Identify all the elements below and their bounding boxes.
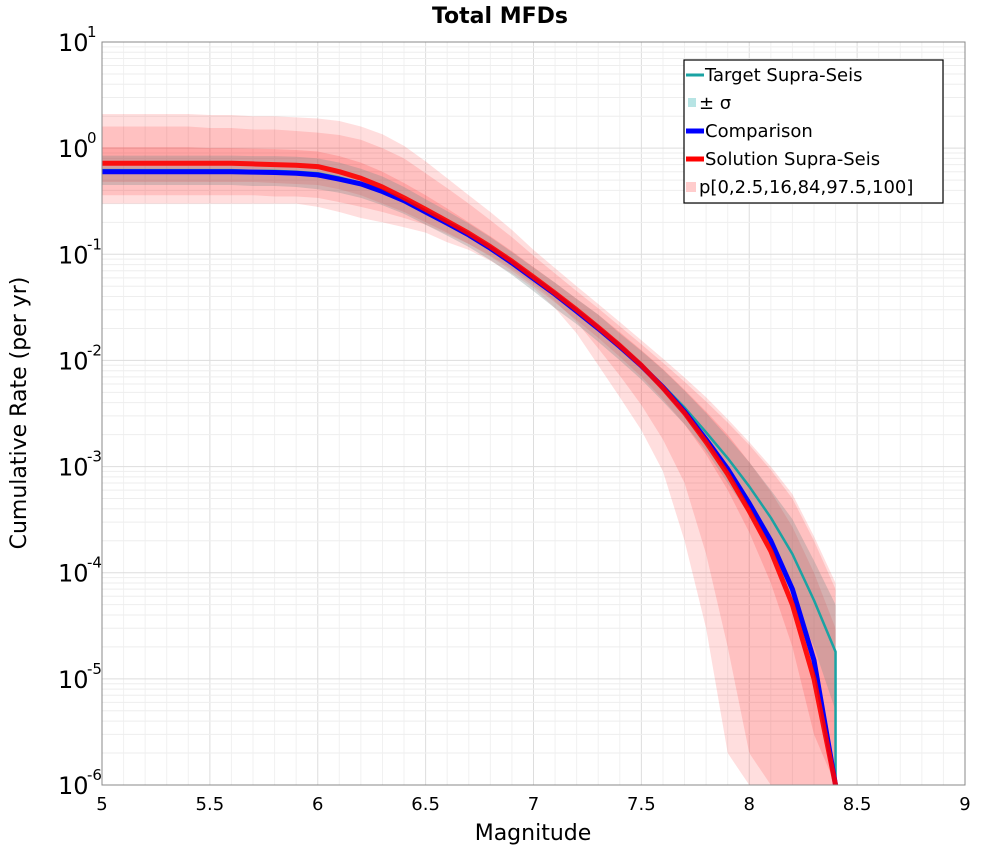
y-tick-exponent: -6 [87, 766, 102, 784]
plot-area [102, 113, 839, 786]
x-tick-label: 9 [959, 794, 970, 815]
legend-comparison-label: Comparison [705, 121, 813, 142]
x-tick-label: 6.5 [411, 794, 440, 815]
y-tick-label: 10 [58, 560, 89, 588]
y-tick-label: 10 [58, 772, 89, 800]
y-axis-label: Cumulative Rate (per yr) [7, 277, 32, 550]
y-tick-label: 10 [58, 241, 89, 269]
legend-sigma-label: ± σ [699, 93, 731, 114]
y-tick-label: 10 [58, 666, 89, 694]
x-tick-label: 8 [744, 794, 755, 815]
x-axis-ticks: 5 5.5 6 6.5 7 7.5 8 8.5 9 [96, 794, 970, 815]
x-tick-label: 5 [96, 794, 107, 815]
y-tick-exponent: -3 [87, 448, 102, 466]
plot-frame [101, 41, 966, 786]
y-tick-label: 10 [58, 29, 89, 57]
legend: Target Supra-Seis ± σ Comparison Solutio… [683, 59, 944, 204]
x-tick-label: 6 [312, 794, 323, 815]
chart-title: Total MFDs [432, 4, 568, 29]
x-tick-label: 8.5 [843, 794, 872, 815]
series-solution-line [102, 160, 838, 786]
legend-box [683, 59, 944, 204]
legend-target-label: Target Supra-Seis [704, 65, 862, 86]
x-tick-label: 7.5 [627, 794, 656, 815]
y-tick-exponent: 1 [87, 23, 97, 41]
percentile-band-middle [102, 126, 836, 786]
y-tick-label: 10 [58, 347, 89, 375]
y-tick-exponent: -5 [87, 660, 102, 678]
x-axis-label: Magnitude [475, 821, 592, 846]
y-tick-exponent: -4 [87, 554, 102, 572]
legend-percentile-swatch [686, 182, 696, 192]
legend-percentile-label: p[0,2.5,16,84,97.5,100] [699, 177, 913, 198]
x-tick-label: 7 [528, 794, 539, 815]
legend-solution-label: Solution Supra-Seis [705, 149, 880, 170]
y-tick-exponent: 0 [87, 129, 97, 147]
y-tick-label: 10 [58, 135, 89, 163]
legend-sigma-swatch [688, 98, 696, 107]
y-tick-exponent: -2 [87, 341, 102, 359]
percentile-band-outer [102, 113, 836, 785]
y-tick-label: 10 [58, 454, 89, 482]
y-tick-exponent: -1 [87, 235, 102, 253]
x-tick-label: 5.5 [196, 794, 225, 815]
